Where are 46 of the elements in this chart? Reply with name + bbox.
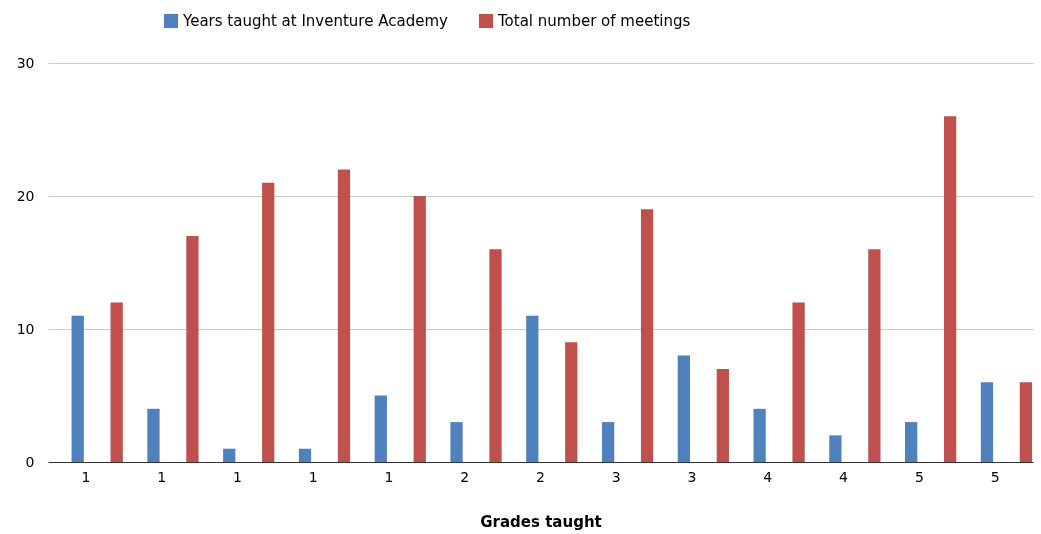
bar [489, 249, 502, 462]
x-tick-label: 2 [460, 468, 470, 485]
y-tick-label: 20 [16, 187, 35, 204]
bar [526, 315, 539, 462]
x-tick-label: 1 [157, 468, 167, 485]
x-tick-label: 5 [990, 468, 1000, 485]
x-tick-label: 1 [232, 468, 242, 485]
bar [905, 422, 918, 462]
x-tick-label: 1 [384, 468, 394, 485]
bar [186, 235, 199, 462]
bar [413, 196, 426, 462]
bar [601, 422, 615, 462]
bar [677, 355, 690, 462]
y-tick-label: 30 [16, 54, 35, 71]
bar [110, 302, 123, 462]
bar [223, 448, 236, 462]
bar [337, 169, 351, 462]
bar [753, 408, 766, 462]
y-tick-label: 10 [16, 320, 35, 337]
x-tick-label: 4 [763, 468, 773, 485]
bar [868, 249, 881, 462]
x-tick-label: 3 [611, 468, 621, 485]
y-tick-label: 0 [25, 453, 35, 470]
x-tick-label: 1 [308, 468, 318, 485]
legend-label: Total number of meetings [497, 12, 691, 30]
bar [450, 422, 463, 462]
x-tick-label: 2 [536, 468, 545, 485]
bar [262, 182, 275, 462]
bar [943, 116, 957, 462]
legend-label: Years taught at Inventure Academy [182, 12, 448, 30]
bar [565, 342, 578, 462]
x-axis-title: Grades taught [480, 512, 602, 531]
x-tick-label: 5 [914, 468, 924, 485]
bar [716, 368, 729, 462]
bar [829, 435, 842, 462]
bar [298, 448, 312, 462]
bar [792, 302, 805, 462]
x-tick-label: 4 [839, 468, 849, 485]
bar [980, 382, 994, 462]
x-tick-label: 3 [687, 468, 697, 485]
bar [71, 315, 84, 462]
bar [147, 408, 160, 462]
bar [1019, 382, 1033, 462]
x-tick-label: 1 [81, 468, 91, 485]
bar [374, 395, 387, 462]
bar [640, 209, 654, 462]
